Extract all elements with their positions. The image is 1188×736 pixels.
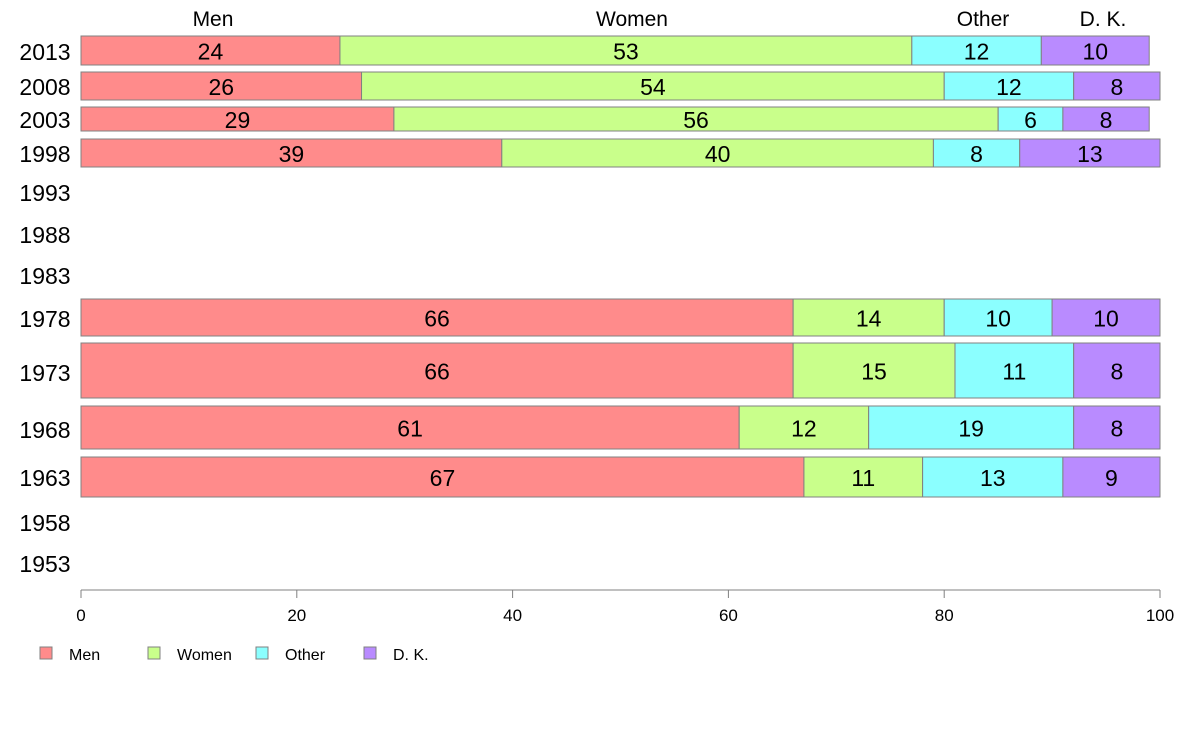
bar-1978-d-k	[1051, 298, 1161, 337]
bar-1963-men	[80, 456, 805, 498]
year-label-1968: 1968	[19, 417, 70, 443]
bar-2013-men	[80, 35, 341, 66]
bar-2008-d-k	[1073, 71, 1161, 101]
bar-2003-men	[80, 106, 395, 132]
value-label-1978-1: 14	[856, 306, 882, 332]
bar-1968-other	[868, 405, 1075, 450]
value-label-1963-0: 67	[430, 465, 456, 491]
year-label-1988: 1988	[19, 222, 70, 248]
bar-2003-d-k	[1062, 106, 1150, 132]
legend-swatch-1	[147, 646, 161, 660]
year-label-1978: 1978	[19, 306, 70, 332]
bar-1963-d-k	[1062, 456, 1161, 498]
x-tick-label-60: 60	[719, 606, 738, 625]
year-label-1963: 1963	[19, 465, 70, 491]
year-label-2008: 2008	[19, 74, 70, 100]
legend-swatch-0	[39, 646, 53, 660]
x-tick-label-20: 20	[287, 606, 306, 625]
value-label-2003-2: 6	[1024, 107, 1037, 133]
year-label-1993: 1993	[19, 180, 70, 206]
value-label-2013-2: 12	[964, 39, 990, 65]
value-label-1968-2: 19	[958, 416, 984, 442]
bar-2008-other	[943, 71, 1075, 101]
value-label-1978-3: 10	[1093, 306, 1119, 332]
bar-1978-other	[943, 298, 1053, 337]
bar-1973-d-k	[1073, 342, 1161, 399]
year-label-1998: 1998	[19, 141, 70, 167]
value-label-1998-0: 39	[279, 141, 305, 167]
value-label-1973-0: 66	[424, 359, 450, 385]
x-tick-label-0: 0	[76, 606, 85, 625]
value-label-1968-0: 61	[397, 416, 423, 442]
column-header-men: Men	[193, 8, 234, 31]
value-label-1963-3: 9	[1105, 465, 1118, 491]
legend-swatch-2	[255, 646, 269, 660]
value-label-1968-1: 12	[791, 416, 817, 442]
value-label-2008-2: 12	[996, 74, 1022, 100]
value-label-1968-3: 8	[1110, 416, 1123, 442]
bar-2008-women	[361, 71, 945, 101]
year-label-1983: 1983	[19, 263, 70, 289]
year-label-1958: 1958	[19, 510, 70, 536]
column-header-d-k: D. K.	[1080, 8, 1127, 31]
column-header-other: Other	[957, 8, 1010, 31]
value-label-1978-2: 10	[985, 306, 1011, 332]
bar-1968-d-k	[1073, 405, 1161, 450]
legend-label-3: D. K.	[393, 647, 429, 664]
value-label-2013-3: 10	[1082, 39, 1108, 65]
bar-1968-men	[80, 405, 740, 450]
legend-swatch-3	[363, 646, 377, 660]
legend-label-0: Men	[69, 647, 100, 664]
year-label-2013: 2013	[19, 39, 70, 65]
value-label-2013-1: 53	[613, 39, 639, 65]
value-label-1998-2: 8	[970, 141, 983, 167]
bar-2013-women	[339, 35, 913, 66]
value-label-1973-1: 15	[861, 359, 887, 385]
value-label-2003-0: 29	[225, 107, 251, 133]
bar-1998-d-k	[1019, 138, 1161, 168]
value-label-2003-3: 8	[1100, 107, 1113, 133]
value-label-1973-2: 11	[1002, 359, 1026, 385]
value-label-1973-3: 8	[1110, 359, 1123, 385]
value-label-2008-1: 54	[640, 74, 666, 100]
x-tick-label-100: 100	[1146, 606, 1174, 625]
value-label-1998-1: 40	[705, 141, 731, 167]
value-label-1963-1: 11	[851, 465, 875, 491]
value-label-2003-1: 56	[683, 107, 709, 133]
value-label-1978-0: 66	[424, 306, 450, 332]
bar-1998-men	[80, 138, 503, 168]
bar-1973-other	[954, 342, 1075, 399]
bar-2013-d-k	[1040, 35, 1150, 66]
year-label-1953: 1953	[19, 551, 70, 577]
legend-label-1: Women	[177, 647, 232, 664]
bar-1963-other	[922, 456, 1064, 498]
bar-2008-men	[80, 71, 363, 101]
bar-2003-women	[393, 106, 999, 132]
value-label-2013-0: 24	[198, 39, 224, 65]
year-label-2003: 2003	[19, 107, 70, 133]
bar-1998-women	[501, 138, 934, 168]
bar-1973-women	[792, 342, 956, 399]
legend-label-2: Other	[285, 647, 326, 664]
year-label-1973: 1973	[19, 360, 70, 386]
x-tick-label-40: 40	[503, 606, 522, 625]
x-tick-label-80: 80	[935, 606, 954, 625]
value-label-2008-3: 8	[1110, 74, 1123, 100]
bar-1973-men	[80, 342, 794, 399]
bar-1978-men	[80, 298, 794, 337]
bar-2013-other	[911, 35, 1042, 66]
value-label-1963-2: 13	[980, 465, 1006, 491]
bar-1978-women	[792, 298, 945, 337]
value-label-2008-0: 26	[208, 74, 234, 100]
column-header-women: Women	[596, 8, 668, 31]
value-label-1998-3: 13	[1077, 141, 1103, 167]
